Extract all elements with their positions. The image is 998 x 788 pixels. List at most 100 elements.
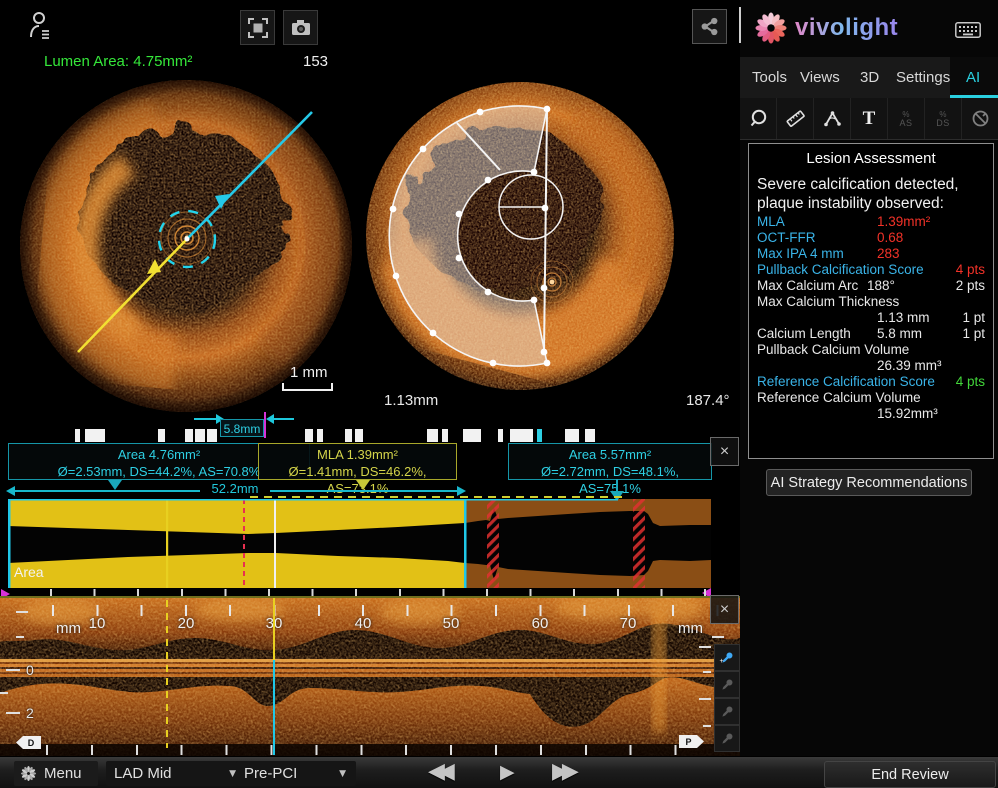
ruler-label: 60 <box>526 615 554 632</box>
depth-scale-dash <box>6 669 20 671</box>
mla-position-line-longitudinal[interactable] <box>166 600 168 748</box>
percent-ds-icon: %DS <box>936 111 950 127</box>
close-longitudinal-button[interactable]: × <box>710 595 739 624</box>
lesion-row-pullback-volume: Pullback Calcium Volume26.39 mm³ <box>749 342 993 374</box>
menu-button[interactable]: Menu <box>14 761 98 786</box>
rewind-button[interactable]: ◀◀ <box>428 759 448 784</box>
angle-tool-icon <box>823 109 842 128</box>
span-arrow-left-icon <box>266 414 274 424</box>
clear-measurements-button[interactable] <box>962 98 998 139</box>
lesion-row-calcium-length: Calcium Length5.8 mm1 pt <box>749 326 993 342</box>
lumen-area-waveform[interactable] <box>8 499 711 588</box>
depth-scale-dash <box>699 646 711 648</box>
calcium-thickness-label: 1.13mm <box>384 392 438 409</box>
ruler-unit-left: mm <box>56 620 81 637</box>
tab-views[interactable]: Views <box>800 69 840 86</box>
longitudinal-bottom-ticks <box>46 745 710 755</box>
lesion-assessment-panel: Lesion Assessment Severe calcification d… <box>748 143 994 459</box>
mla-area-value: MLA 1.39mm² <box>259 446 456 463</box>
oct-cross-section-right[interactable] <box>364 80 676 392</box>
close-icon: × <box>720 443 729 461</box>
ruler-label: 50 <box>437 615 465 632</box>
phase-select-value: Pre-PCI <box>244 765 297 782</box>
fullscreen-button[interactable] <box>240 10 275 45</box>
mla-box[interactable]: MLA 1.39mm² Ø=1.41mm, DS=46.2%, AS=73.1% <box>258 443 457 480</box>
tab-ai[interactable]: AI <box>950 57 998 98</box>
percent-as-icon: %AS <box>899 111 912 127</box>
box-pointer <box>356 480 370 490</box>
menu-pinwheel-icon <box>20 765 37 782</box>
phase-select[interactable]: Pre-PCI ▼ <box>236 761 356 786</box>
lesion-rows: MLA1.39mm² OCT-FFR0.68 Max IPA 4 mm283 P… <box>749 214 993 422</box>
pin-icon <box>719 677 735 693</box>
current-frame-line[interactable] <box>274 499 276 588</box>
keyboard-icon[interactable] <box>955 22 981 38</box>
frame-number: 153 <box>303 53 328 70</box>
lumen-area-label: Lumen Area: 4.75mm² <box>44 53 192 70</box>
share-button[interactable] <box>692 9 727 44</box>
panel-tabs: Tools Views 3D Settings AI <box>740 57 998 99</box>
length-arrow-left-icon <box>6 486 15 496</box>
lesion-row-calcium-thickness: Max Calcium Thickness1.13 mm1 pt <box>749 294 993 326</box>
chevron-down-icon: ▼ <box>229 769 236 779</box>
distal-reference-box[interactable]: Area 5.57mm² Ø=2.72mm, DS=48.1%, AS=75.1… <box>508 443 712 480</box>
depth-scale-dash <box>703 725 711 727</box>
angle-tool-button[interactable] <box>814 98 851 139</box>
pin-delete-icon <box>719 731 735 747</box>
clear-measurements-icon <box>971 109 990 128</box>
depth-scale-dash <box>703 671 711 673</box>
scale-bar-end-right <box>331 383 333 391</box>
mla-position-line[interactable] <box>166 499 168 588</box>
ruler-edge-dash <box>16 636 24 638</box>
menu-label: Menu <box>44 765 82 782</box>
ai-strategy-button[interactable]: AI Strategy Recommendations <box>766 469 972 496</box>
calcium-angle-label: 187.4° <box>686 392 730 409</box>
play-button[interactable]: ▶ <box>500 761 515 783</box>
next-bookmark-button[interactable] <box>714 698 740 725</box>
percent-ds-tool-button[interactable]: %DS <box>925 98 962 139</box>
measurement-toolbar: T %AS %DS <box>740 98 998 140</box>
oct-review-window: Lumen Area: 4.75mm² 153 1 mm 1.13mm 187.… <box>0 0 998 788</box>
lesion-panel-title: Lesion Assessment <box>749 150 993 167</box>
summary-line: plaque instability observed: <box>757 194 959 213</box>
current-frame-line-longitudinal[interactable] <box>273 660 275 755</box>
ruler-label: 70 <box>614 615 642 632</box>
ruler-label: 20 <box>172 615 200 632</box>
ruler-edge-dash <box>712 636 724 638</box>
end-review-button[interactable]: End Review <box>824 761 996 788</box>
tab-settings[interactable]: Settings <box>896 69 950 86</box>
pin-icon: + <box>719 650 735 666</box>
percent-as-tool-button[interactable]: %AS <box>888 98 925 139</box>
scale-bar-label: 1 mm <box>290 364 328 381</box>
box-pointer <box>108 480 122 490</box>
depth-scale-dash <box>0 692 8 694</box>
close-profile-button[interactable]: × <box>710 437 739 466</box>
svg-text:+: + <box>720 658 724 665</box>
contour-tool-icon <box>749 109 768 128</box>
ruler-unit-right: mm <box>678 620 703 637</box>
vessel-select[interactable]: LAD Mid ▼ <box>106 761 246 786</box>
add-bookmark-button[interactable]: + <box>714 644 740 671</box>
bookmark-button[interactable] <box>714 671 740 698</box>
footer-bar: Menu LAD Mid ▼ Pre-PCI ▼ ◀◀ ▶ ▶▶ End Rev… <box>0 756 998 788</box>
delete-bookmark-button[interactable] <box>714 725 740 752</box>
fast-forward-button[interactable]: ▶▶ <box>552 759 572 784</box>
lesion-row-maxipa: Max IPA 4 mm283 <box>749 246 993 262</box>
lesion-row-reference-score: Reference Calcification Score4 pts <box>749 374 993 390</box>
ruler-tool-icon <box>785 108 806 129</box>
span-arrow-right-line <box>274 418 294 420</box>
ruler-tool-button[interactable] <box>777 98 814 139</box>
ruler-label: 40 <box>349 615 377 632</box>
brand-name: vivolight <box>795 14 898 42</box>
vessel-select-value: LAD Mid <box>114 765 172 782</box>
contour-tool-button[interactable] <box>740 98 777 139</box>
user-profile-icon[interactable] <box>28 10 54 40</box>
text-tool-button[interactable]: T <box>851 98 888 139</box>
tab-tools[interactable]: Tools <box>752 69 787 86</box>
tab-3d[interactable]: 3D <box>860 69 879 86</box>
distal-boundary-line[interactable] <box>464 499 467 588</box>
text-tool-icon: T <box>863 109 876 128</box>
share-icon <box>700 17 719 36</box>
area-strip-label: Area <box>14 564 44 580</box>
snapshot-button[interactable] <box>283 10 318 45</box>
